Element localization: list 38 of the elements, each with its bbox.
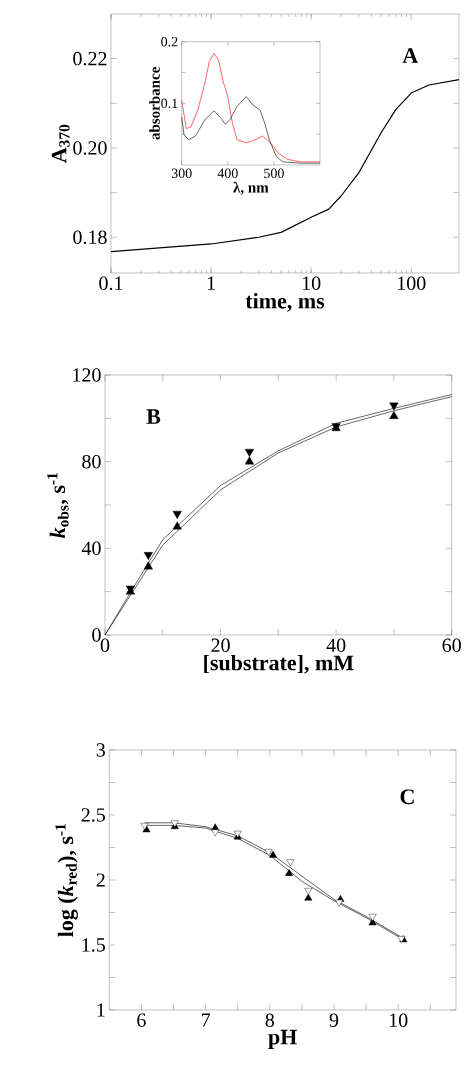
y-tick-label: 2 [96,873,105,887]
y-tick-label: 0.2 [161,36,178,47]
y-tick-label: 0 [92,628,101,642]
x-axis-title: time, ms [245,292,325,312]
y-tick-label: 0.22 [73,51,107,66]
y-tick-label: 2.5 [81,808,105,822]
x-axis-title: pH [268,1029,297,1049]
y-tick-label: 3 [96,743,105,757]
x-tick-label: 100 [398,276,426,291]
y-axis-title: k$_{obs}$, s$^{-1}$ [47,472,69,539]
annotation: B [146,409,161,424]
y-tick-label: 1 [97,1003,105,1017]
x-tick-label: 500 [264,168,284,178]
x-tick-label: 10 [389,1013,408,1028]
x-tick-label: 20 [211,638,230,653]
y-axis-title: A$_{370}$ [51,124,70,164]
x-tick-label: 9 [329,1013,339,1027]
x-tick-label: 40 [326,638,346,653]
x-tick-label: 7 [201,1013,211,1027]
x-tick-label: 1 [207,276,215,290]
y-tick-label: 0.20 [73,141,107,155]
y-axis-title: absorbance [149,67,160,140]
x-tick-label: 400 [217,168,238,178]
y-tick-label: 0.18 [73,230,107,245]
y-tick-label: 1.5 [82,938,105,952]
x-axis-title: λ, nm [233,181,269,195]
annotation: C [400,789,414,805]
y-tick-label: 80 [82,454,101,469]
annotation: A [402,48,419,63]
x-tick-label: 300 [171,168,192,178]
x-axis-title: [substrate], mM [204,654,354,674]
x-tick-label: 10 [302,276,321,291]
x-tick-label: 60 [442,638,461,653]
y-tick-label: 120 [73,368,101,382]
y-tick-label: 40 [81,541,101,556]
x-tick-label: 8 [265,1013,275,1028]
y-axis-title: log (k$_{red}$), s$^{-1}$ [55,823,78,937]
x-tick-label: 6 [137,1013,146,1027]
